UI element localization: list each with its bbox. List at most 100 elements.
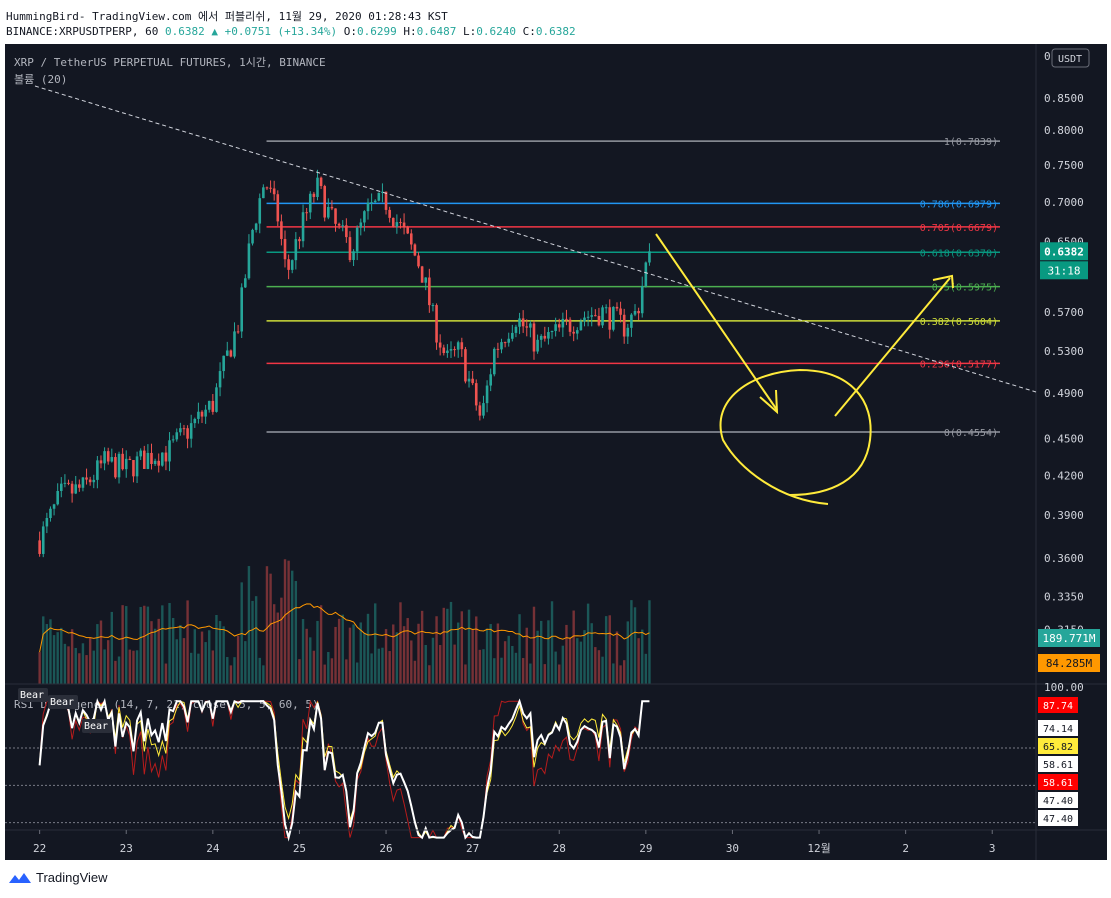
volume-bar bbox=[424, 644, 427, 684]
candle bbox=[157, 460, 161, 466]
candle bbox=[615, 306, 619, 309]
volume-bar bbox=[583, 630, 586, 684]
candle bbox=[142, 450, 146, 469]
x-tick-label: 27 bbox=[466, 842, 479, 855]
candle bbox=[204, 409, 207, 417]
volume-bar bbox=[110, 611, 114, 684]
candle bbox=[52, 504, 56, 509]
volume-bar bbox=[363, 632, 366, 684]
candle bbox=[103, 451, 106, 464]
volume-bar bbox=[305, 628, 308, 684]
candle bbox=[575, 330, 579, 334]
volume-bar bbox=[283, 559, 287, 684]
x-tick-label: 26 bbox=[379, 842, 392, 855]
open-label: O: bbox=[343, 25, 358, 38]
candle bbox=[456, 342, 460, 350]
candle bbox=[648, 251, 651, 263]
y-tick-label: 0.5300 bbox=[1044, 345, 1084, 358]
rsi-pane[interactable]: RSI Divergence (14, 7, 21, close, 5, 5, … bbox=[5, 688, 1036, 842]
volume-bar bbox=[193, 629, 196, 684]
volume-bar bbox=[88, 638, 92, 684]
price-pane[interactable]: XRP / TetherUS PERPETUAL FUTURES, 1시간, B… bbox=[14, 56, 1000, 558]
volume-bar bbox=[117, 656, 121, 684]
countdown-tag bbox=[1040, 261, 1088, 280]
candle bbox=[290, 260, 294, 270]
volume-bar bbox=[81, 643, 85, 684]
volume-ma-label: 84.285M bbox=[1046, 657, 1093, 670]
candle bbox=[327, 206, 330, 218]
currency-badge[interactable]: USDT bbox=[1051, 48, 1090, 68]
candle bbox=[373, 200, 377, 203]
volume-label: 189.771M bbox=[1043, 632, 1096, 645]
candle bbox=[298, 239, 301, 242]
volume-bar bbox=[226, 657, 229, 684]
volume-bar bbox=[601, 656, 604, 684]
volume-bar bbox=[352, 624, 355, 684]
candle bbox=[121, 453, 124, 470]
volume-bar bbox=[384, 629, 388, 684]
volume-bar bbox=[103, 649, 106, 684]
bear-marker-label: Bear bbox=[84, 721, 108, 732]
symbol-label: BINANCE:XRPUSDTPERP, 60 bbox=[6, 25, 159, 38]
volume-bar bbox=[49, 619, 52, 684]
bear-marker bbox=[48, 695, 78, 709]
candle bbox=[543, 335, 547, 339]
volume-bar bbox=[464, 664, 467, 684]
candle bbox=[348, 237, 352, 260]
candle bbox=[644, 262, 648, 287]
candle bbox=[467, 378, 471, 382]
candle bbox=[503, 342, 507, 344]
candle bbox=[539, 335, 543, 340]
candle bbox=[363, 211, 366, 223]
volume-bar bbox=[442, 607, 445, 684]
candle bbox=[197, 411, 200, 419]
fib-level-label: 0.705(0.6679) bbox=[920, 223, 998, 234]
candle bbox=[399, 222, 402, 224]
y-tick-label: 0.7500 bbox=[1044, 159, 1084, 172]
volume-bar bbox=[215, 614, 218, 684]
candle bbox=[294, 239, 298, 261]
fib-level-label: 0(0.4554) bbox=[944, 428, 998, 439]
volume-bar bbox=[435, 616, 438, 684]
brand-logo[interactable]: TradingView bbox=[8, 870, 108, 885]
rsi-value-tag bbox=[1038, 810, 1078, 826]
candle bbox=[381, 191, 384, 193]
candle bbox=[233, 331, 236, 357]
target-circle bbox=[719, 368, 872, 505]
x-tick-label: 22 bbox=[33, 842, 46, 855]
volume-bar bbox=[637, 638, 640, 684]
volume-bar bbox=[135, 650, 139, 684]
candle bbox=[474, 383, 478, 406]
volume-pane bbox=[38, 559, 651, 684]
candle bbox=[70, 483, 74, 494]
candle bbox=[301, 212, 305, 242]
volume-bar bbox=[590, 623, 593, 684]
volume-bar bbox=[619, 665, 622, 684]
candle bbox=[41, 526, 45, 554]
volume-bar bbox=[446, 608, 449, 684]
candle bbox=[258, 198, 262, 224]
volume-bar bbox=[182, 638, 186, 684]
volume-bar bbox=[565, 624, 568, 684]
volume-bar bbox=[334, 626, 337, 684]
rsi-value-label: 47.40 bbox=[1043, 796, 1073, 807]
volume-bar bbox=[280, 597, 283, 684]
candle bbox=[330, 206, 334, 209]
volume-bar bbox=[496, 623, 500, 684]
rsi-value-label: 58.61 bbox=[1043, 760, 1073, 771]
high-value: 0.6487 bbox=[416, 25, 457, 38]
axes: 00.85000.80000.75000.70000.65000.57000.5… bbox=[5, 44, 1107, 860]
candle bbox=[572, 331, 575, 334]
candle bbox=[525, 326, 529, 328]
volume-bar bbox=[550, 601, 554, 684]
volume-bar bbox=[471, 628, 474, 684]
candle bbox=[236, 331, 240, 333]
volume-bar bbox=[99, 620, 103, 684]
candle bbox=[489, 374, 492, 386]
volume-bar bbox=[428, 665, 431, 684]
volume-bar bbox=[420, 610, 424, 684]
pane-title: XRP / TetherUS PERPETUAL FUTURES, 1시간, B… bbox=[14, 56, 326, 69]
volume-bar bbox=[229, 665, 233, 684]
candle bbox=[630, 314, 633, 328]
